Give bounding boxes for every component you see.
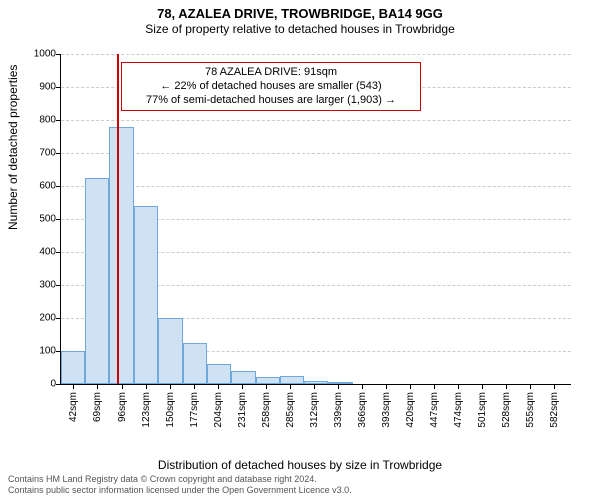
- x-tick-mark: [194, 384, 195, 389]
- x-tick-label: 366sqm: [357, 392, 368, 428]
- x-ticks: 42sqm69sqm96sqm123sqm150sqm177sqm204sqm2…: [60, 54, 570, 384]
- x-tick-mark: [314, 384, 315, 389]
- x-tick-mark: [242, 384, 243, 389]
- y-tick-label: 0: [16, 379, 56, 390]
- x-tick-label: 42sqm: [68, 392, 79, 422]
- credits-line1: Contains HM Land Registry data © Crown c…: [8, 474, 352, 485]
- credits-line2: Contains public sector information licen…: [8, 485, 352, 496]
- x-tick-label: 501sqm: [477, 392, 488, 428]
- x-tick-label: 582sqm: [549, 392, 560, 428]
- chart-title: 78, AZALEA DRIVE, TROWBRIDGE, BA14 9GG: [0, 0, 600, 22]
- chart-subtitle: Size of property relative to detached ho…: [0, 22, 600, 37]
- chart-container: 78, AZALEA DRIVE, TROWBRIDGE, BA14 9GG S…: [0, 0, 600, 500]
- x-tick-label: 339sqm: [333, 392, 344, 428]
- x-tick-mark: [218, 384, 219, 389]
- x-tick-mark: [482, 384, 483, 389]
- title-line2: Size of property relative to detached ho…: [145, 22, 455, 36]
- y-tick-label: 500: [16, 214, 56, 225]
- x-tick-mark: [410, 384, 411, 389]
- x-tick-label: 474sqm: [453, 392, 464, 428]
- x-tick-label: 285sqm: [285, 392, 296, 428]
- x-tick-mark: [434, 384, 435, 389]
- x-tick-label: 150sqm: [165, 392, 176, 428]
- x-tick-label: 393sqm: [381, 392, 392, 428]
- y-tick-label: 600: [16, 181, 56, 192]
- y-tick-label: 200: [16, 313, 56, 324]
- y-tick-label: 1000: [16, 49, 56, 60]
- x-tick-mark: [266, 384, 267, 389]
- x-tick-mark: [146, 384, 147, 389]
- x-tick-mark: [554, 384, 555, 389]
- x-tick-label: 420sqm: [405, 392, 416, 428]
- x-tick-label: 555sqm: [525, 392, 536, 428]
- x-tick-label: 69sqm: [92, 392, 103, 422]
- x-tick-mark: [362, 384, 363, 389]
- y-tick-label: 900: [16, 82, 56, 93]
- title-line1: 78, AZALEA DRIVE, TROWBRIDGE, BA14 9GG: [157, 6, 443, 21]
- x-tick-mark: [290, 384, 291, 389]
- x-tick-label: 528sqm: [501, 392, 512, 428]
- x-tick-label: 312sqm: [309, 392, 320, 428]
- x-tick-mark: [338, 384, 339, 389]
- x-tick-mark: [73, 384, 74, 389]
- y-tick-label: 100: [16, 346, 56, 357]
- x-tick-mark: [97, 384, 98, 389]
- x-tick-mark: [530, 384, 531, 389]
- y-tick-mark: [56, 384, 61, 385]
- credits: Contains HM Land Registry data © Crown c…: [8, 474, 352, 496]
- y-tick-label: 700: [16, 148, 56, 159]
- x-tick-mark: [458, 384, 459, 389]
- x-tick-label: 447sqm: [429, 392, 440, 428]
- x-tick-label: 204sqm: [213, 392, 224, 428]
- y-tick-label: 400: [16, 247, 56, 258]
- x-tick-mark: [386, 384, 387, 389]
- x-axis-label: Distribution of detached houses by size …: [0, 458, 600, 472]
- x-tick-label: 177sqm: [189, 392, 200, 428]
- y-tick-label: 300: [16, 280, 56, 291]
- x-tick-label: 258sqm: [261, 392, 272, 428]
- x-tick-mark: [122, 384, 123, 389]
- y-tick-label: 800: [16, 115, 56, 126]
- x-tick-mark: [170, 384, 171, 389]
- x-tick-label: 231sqm: [237, 392, 248, 428]
- plot-area-wrap: 78 AZALEA DRIVE: 91sqm← 22% of detached …: [60, 54, 570, 424]
- x-tick-mark: [506, 384, 507, 389]
- x-tick-label: 123sqm: [141, 392, 152, 428]
- x-tick-label: 96sqm: [117, 392, 128, 422]
